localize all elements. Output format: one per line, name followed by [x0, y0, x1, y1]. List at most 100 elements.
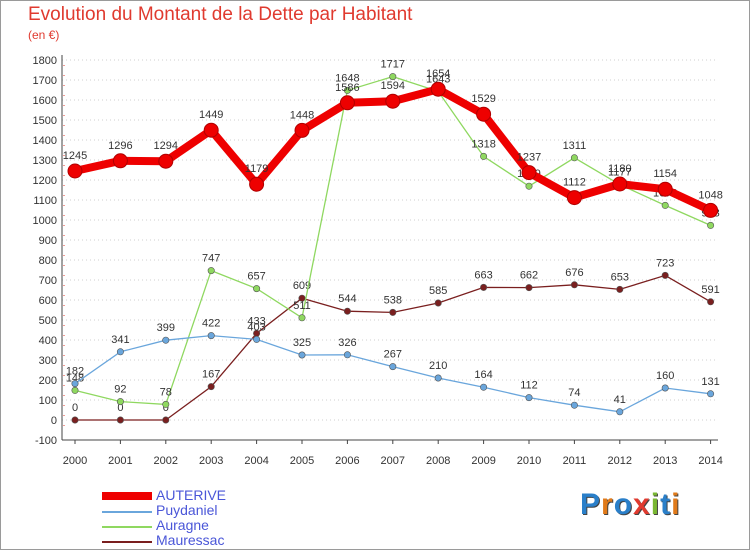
x-tick-label: 2009: [471, 455, 495, 467]
data-point-auterive: [339, 95, 355, 111]
data-point-auragne: [525, 182, 533, 190]
data-point-auragne: [570, 154, 578, 162]
x-tick-label: 2005: [290, 455, 314, 467]
data-label-puydaniel: 341: [111, 334, 129, 346]
data-label-puydaniel: 112: [520, 380, 538, 392]
legend-label: AUTERIVE: [156, 487, 227, 503]
data-label-auterive: 1594: [381, 80, 405, 92]
data-point-puydaniel: [661, 384, 669, 392]
data-point-mauressac: [389, 308, 397, 316]
data-label-puydaniel: 160: [656, 370, 674, 382]
data-label-auragne: 511: [293, 300, 311, 312]
y-tick-label: -100: [35, 435, 57, 447]
data-label-puydaniel: 399: [157, 322, 175, 334]
data-point-auterive: [158, 153, 174, 169]
data-label-auterive: 1529: [471, 93, 495, 105]
data-label-mauressac: 609: [293, 280, 311, 292]
data-point-auragne: [71, 386, 79, 394]
data-label-auterive: 1112: [563, 177, 586, 189]
y-tick-label: 1300: [33, 155, 57, 167]
data-label-auterive: 1448: [290, 109, 314, 121]
data-point-auterive: [430, 81, 446, 97]
x-tick-label: 2014: [698, 455, 722, 467]
data-point-puydaniel: [71, 380, 79, 388]
data-point-mauressac: [116, 416, 124, 424]
y-tick-label: 1100: [33, 195, 57, 207]
data-point-puydaniel: [116, 348, 124, 356]
y-tick-label: 700: [39, 275, 57, 287]
x-tick-label: 2001: [108, 455, 132, 467]
data-point-auragne: [343, 86, 351, 94]
data-label-puydaniel: 267: [384, 349, 402, 361]
data-label-puydaniel: 164: [474, 369, 492, 381]
chart-title: Evolution du Montant de la Dette par Hab…: [28, 4, 413, 25]
data-label-puydaniel: 325: [293, 337, 311, 349]
x-tick-label: 2002: [154, 455, 178, 467]
x-tick-label: 2000: [63, 455, 87, 467]
y-tick-label: 400: [39, 335, 57, 347]
data-label-auterive: 1179: [245, 163, 269, 175]
data-point-auterive: [612, 176, 628, 192]
y-tick-label: 1400: [33, 135, 57, 147]
data-label-auragne: 1318: [471, 138, 495, 150]
data-label-puydaniel: 41: [614, 394, 626, 406]
unit-label: (en €): [28, 28, 60, 42]
x-tick-label: 2008: [426, 455, 450, 467]
data-point-auterive: [476, 106, 492, 122]
data-point-mauressac: [525, 284, 533, 292]
legend-label: Puydaniel: [156, 502, 218, 518]
data-point-puydaniel: [162, 336, 170, 344]
data-label-puydaniel: 131: [701, 376, 719, 388]
data-label-auragne: 1717: [381, 59, 405, 71]
data-label-puydaniel: 403: [247, 321, 265, 333]
legend-swatch: [102, 492, 152, 500]
data-label-mauressac: 662: [520, 270, 538, 282]
y-tick-label: 1600: [33, 95, 57, 107]
y-tick-label: 1500: [33, 115, 57, 127]
legend-label: Auragne: [156, 517, 209, 533]
data-point-puydaniel: [480, 383, 488, 391]
data-label-mauressac: 0: [117, 402, 123, 414]
data-point-auragne: [389, 73, 397, 81]
data-label-auterive: 1180: [608, 163, 632, 175]
data-point-puydaniel: [343, 351, 351, 359]
data-label-puydaniel: 326: [338, 337, 356, 349]
data-label-mauressac: 723: [656, 257, 674, 269]
data-point-puydaniel: [207, 332, 215, 340]
legend-swatch: [102, 526, 152, 528]
data-point-mauressac: [616, 285, 624, 293]
data-label-mauressac: 544: [338, 293, 356, 305]
data-label-mauressac: 591: [701, 284, 719, 296]
data-label-auterive: 1586: [335, 82, 359, 94]
data-label-auragne: 747: [202, 253, 220, 265]
x-tick-label: 2007: [381, 455, 405, 467]
data-point-mauressac: [480, 283, 488, 291]
y-tick-label: 200: [39, 375, 57, 387]
data-point-mauressac: [162, 416, 170, 424]
data-point-auragne: [298, 314, 306, 322]
data-label-mauressac: 433: [247, 315, 265, 327]
data-label-mauressac: 0: [163, 402, 169, 414]
data-label-puydaniel: 182: [66, 366, 84, 378]
y-tick-label: 1800: [33, 55, 57, 67]
y-tick-label: 500: [39, 315, 57, 327]
data-point-mauressac: [570, 281, 578, 289]
x-tick-label: 2012: [608, 455, 632, 467]
data-label-mauressac: 676: [565, 267, 583, 279]
data-label-mauressac: 663: [474, 269, 492, 281]
data-point-auragne: [480, 152, 488, 160]
data-label-auterive: 1048: [698, 189, 722, 201]
x-tick-label: 2011: [563, 455, 587, 467]
data-point-mauressac: [71, 416, 79, 424]
data-label-puydaniel: 210: [429, 360, 447, 372]
data-point-auterive: [521, 165, 537, 181]
data-point-puydaniel: [389, 363, 397, 371]
data-point-auragne: [707, 221, 715, 229]
y-tick-label: 800: [39, 255, 57, 267]
data-point-mauressac: [707, 298, 715, 306]
y-tick-label: 900: [39, 235, 57, 247]
data-label-auragne: 1648: [335, 72, 359, 84]
x-tick-label: 2004: [244, 455, 268, 467]
data-point-puydaniel: [570, 401, 578, 409]
